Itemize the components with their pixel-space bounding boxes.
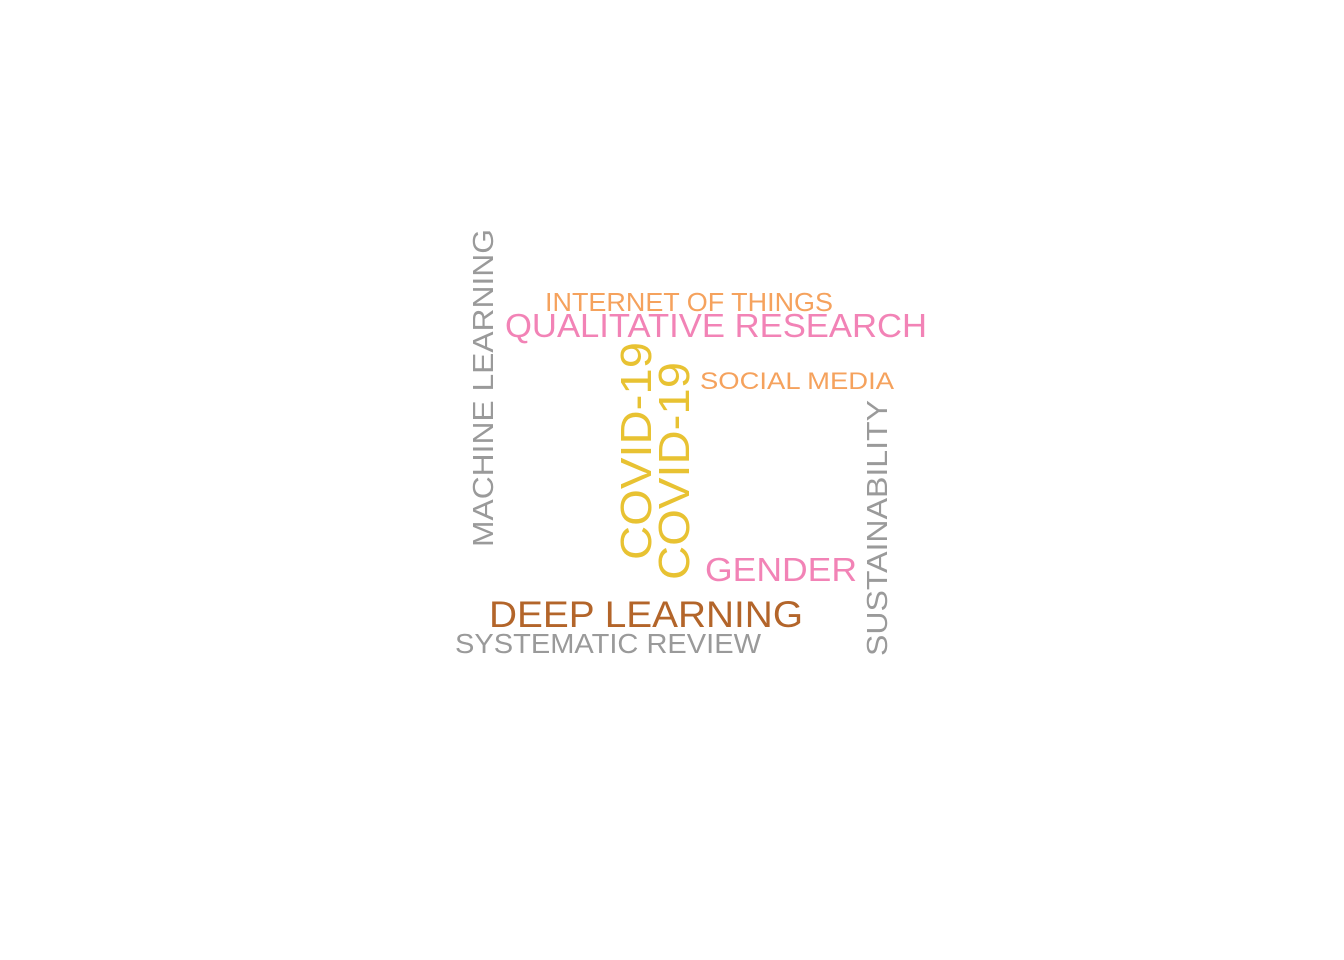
word-6: SUSTAINABILITY: [862, 400, 894, 656]
word-9: SOCIAL MEDIA: [700, 368, 894, 395]
word-2: DEEP LEARNING: [489, 594, 803, 635]
word-7: SYSTEMATIC REVIEW: [455, 628, 762, 659]
word-0: COVID-19: [612, 342, 661, 560]
word-5: MACHINE LEARNING: [468, 229, 500, 547]
word-3: QUALITATIVE RESEARCH: [505, 307, 927, 344]
word-1: COVID-19: [650, 362, 699, 580]
word-4: GENDER: [705, 551, 857, 588]
word-8: INTERNET OF THINGS: [545, 287, 833, 317]
